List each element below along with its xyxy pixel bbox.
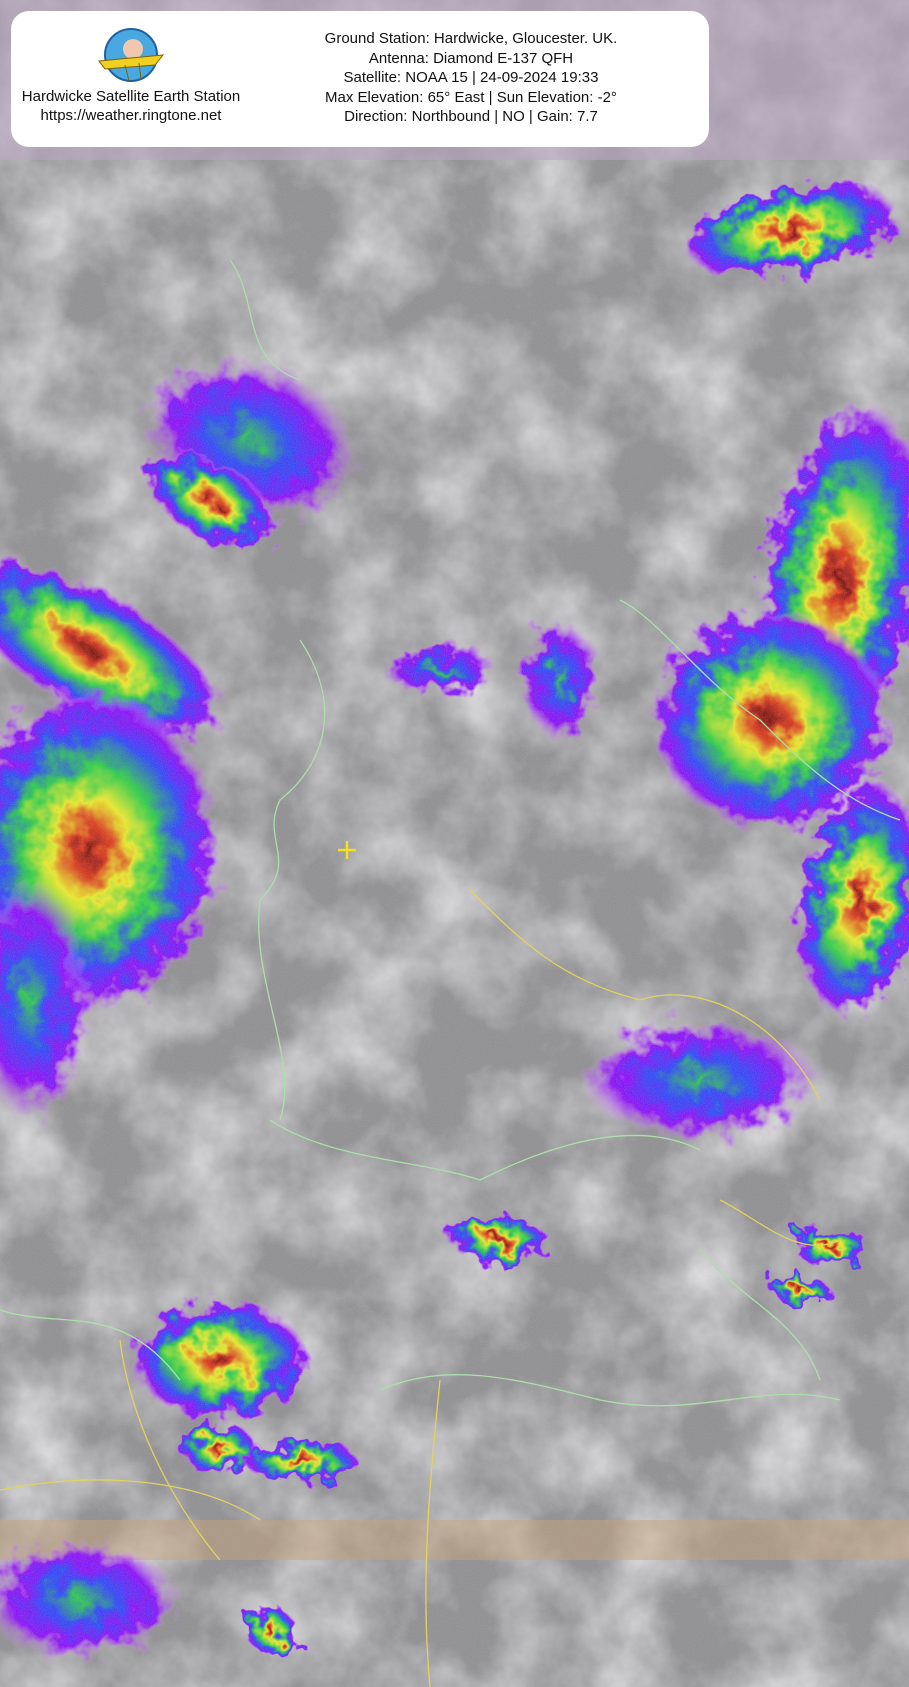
station-url[interactable]: https://weather.ringtone.net: [40, 107, 222, 124]
station-info-panel: Hardwicke Satellite Earth Station https:…: [11, 11, 709, 147]
ground-station-line: Ground Station: Hardwicke, Gloucester. U…: [324, 30, 618, 47]
ground-station-crosshair-icon: [338, 841, 356, 859]
flying-pig-logo-icon: [98, 28, 165, 82]
direction-line: Direction: Northbound | NO | Gain: 7.7: [344, 108, 598, 125]
station-name: Hardwicke Satellite Earth Station: [21, 88, 241, 105]
station-branding: Hardwicke Satellite Earth Station https:…: [11, 11, 251, 147]
antenna-line: Antenna: Diamond E-137 QFH: [368, 49, 574, 67]
satellite-line: Satellite: NOAA 15 | 24-09-2024 19:33: [343, 69, 599, 86]
pass-details: Ground Station: Hardwicke, Gloucester. U…: [251, 29, 691, 127]
elevation-line: Max Elevation: 65° East | Sun Elevation:…: [325, 88, 617, 106]
